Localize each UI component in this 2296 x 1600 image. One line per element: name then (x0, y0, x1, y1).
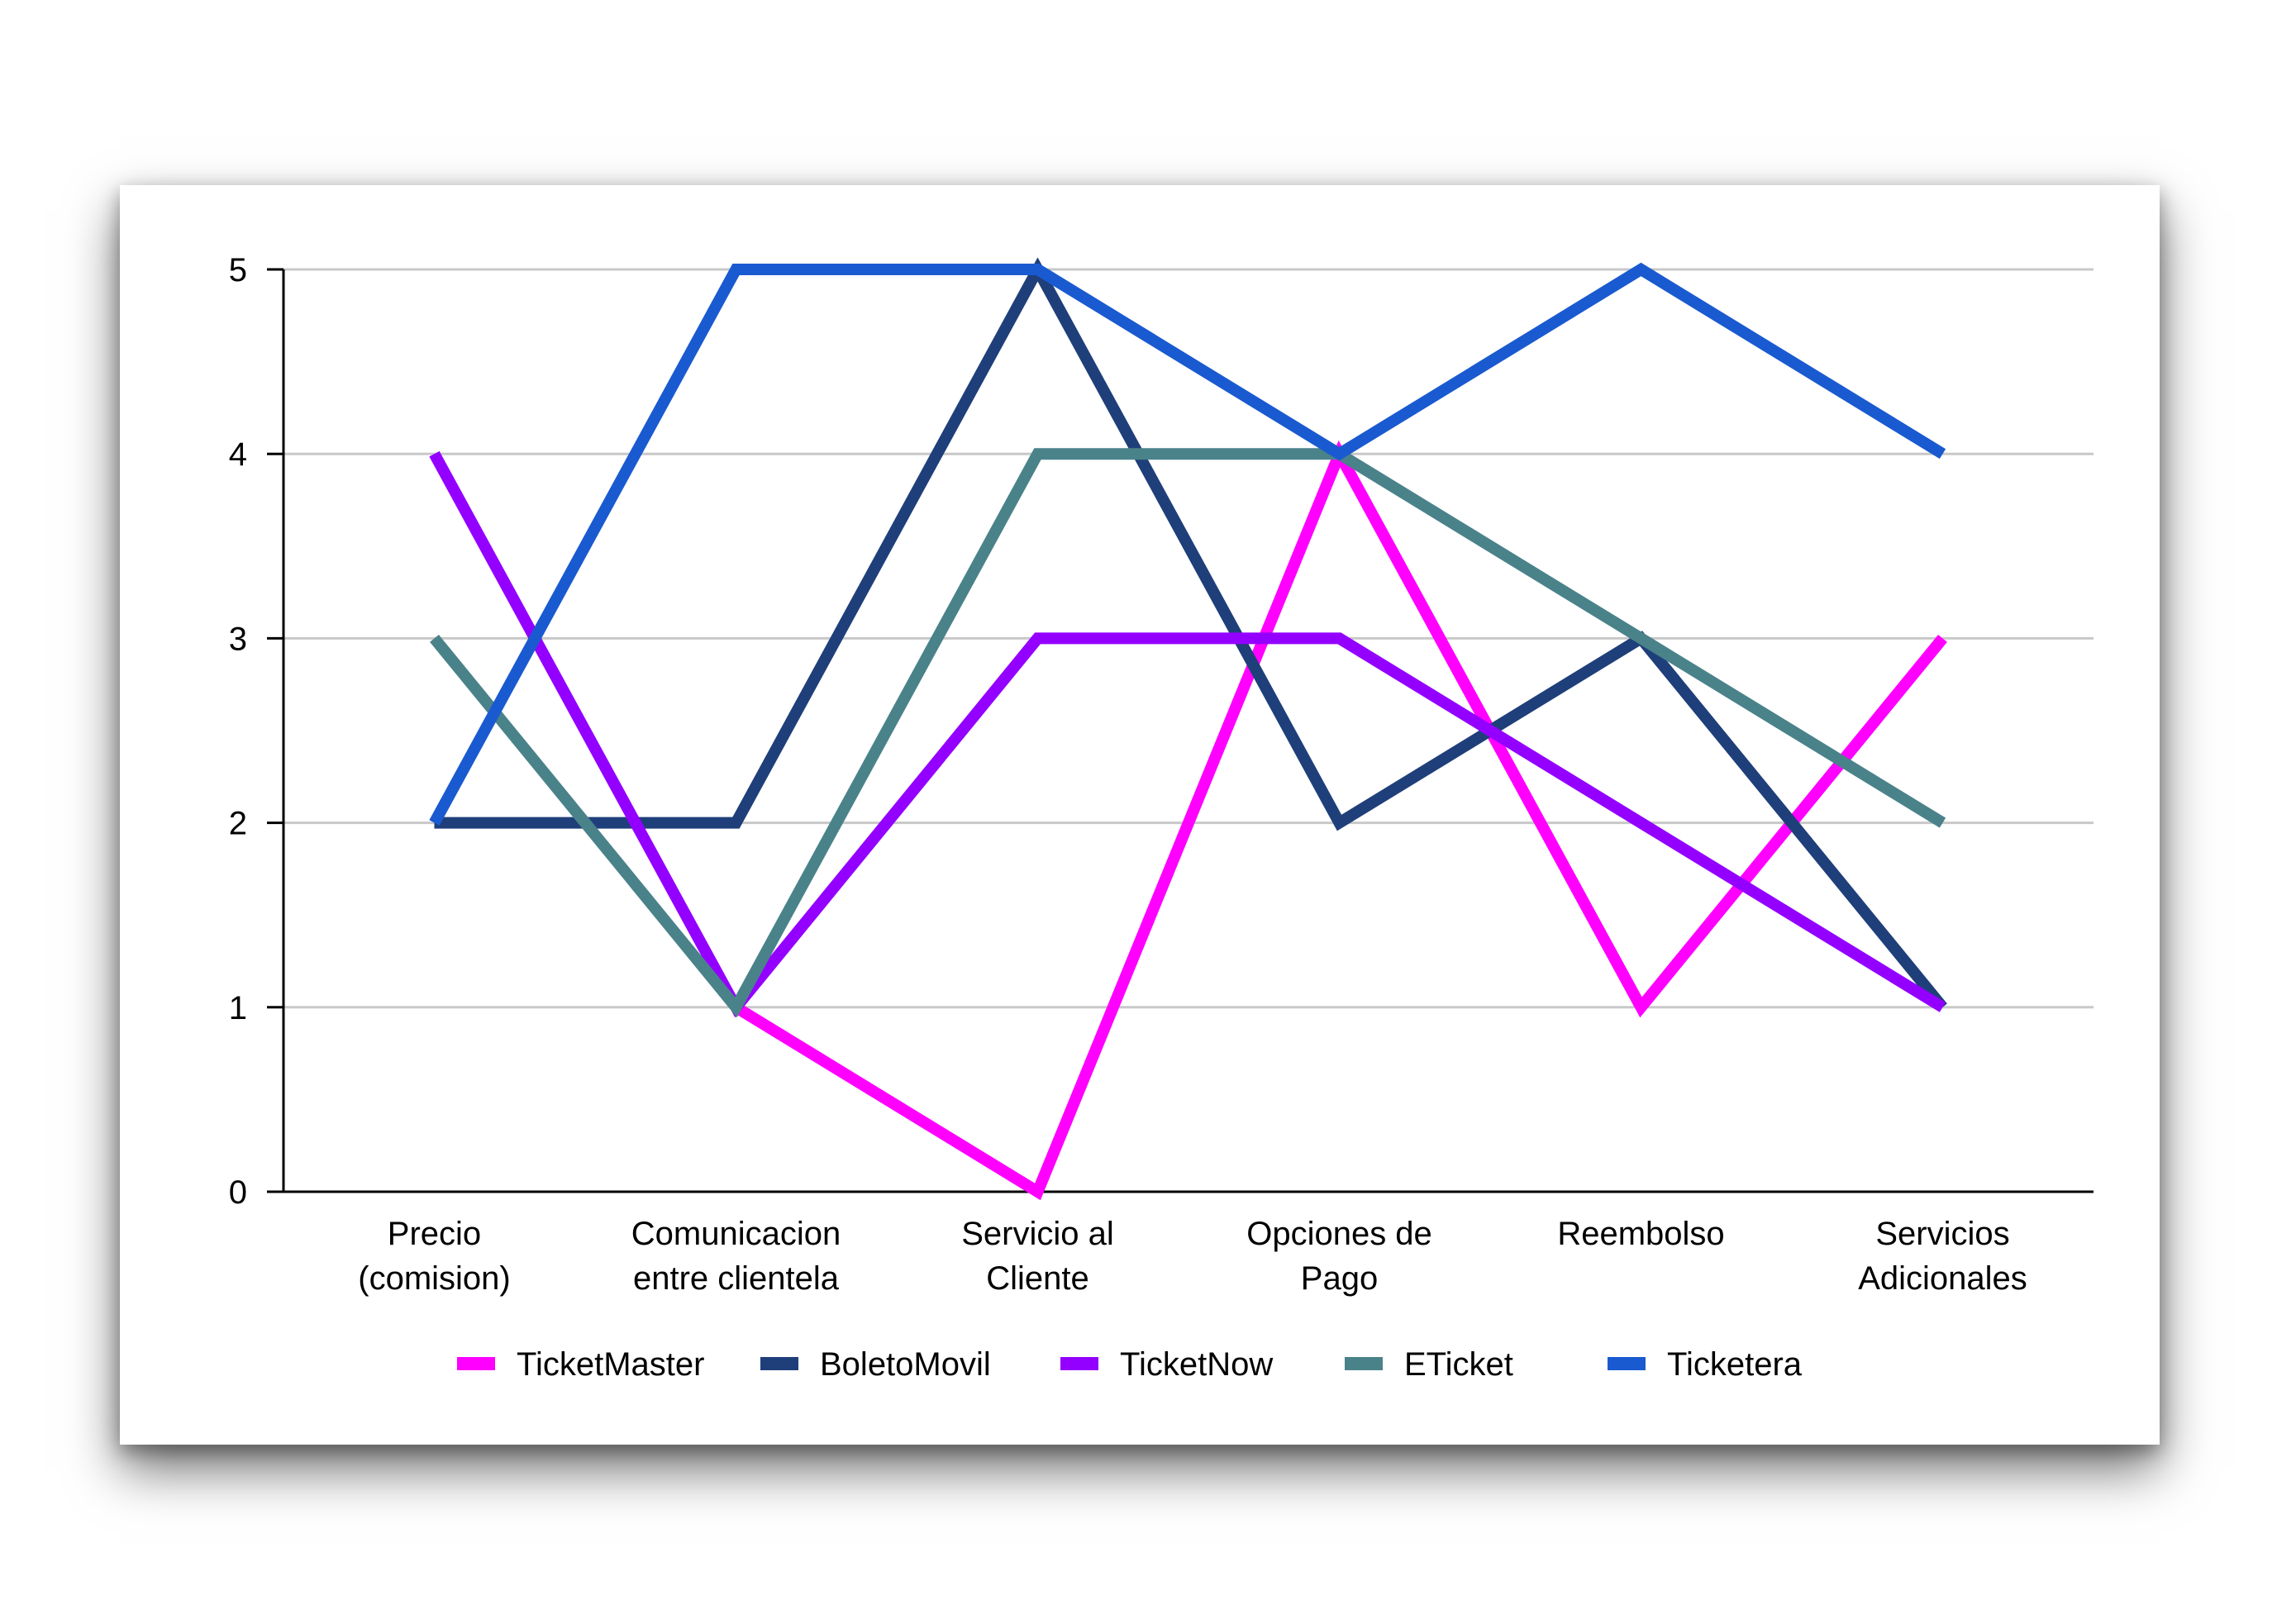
legend-swatch-boletomovil (760, 1357, 798, 1370)
legend-label-ticketera: Ticketera (1667, 1346, 1803, 1383)
series-line-ticketera (429, 262, 1946, 826)
legend-label-ticketnow: TicketNow (1120, 1346, 1273, 1383)
legend-swatch-ticketmaster (457, 1357, 495, 1370)
axes (267, 268, 2094, 1193)
series-line-eticket (430, 448, 1946, 1018)
y-tick-label: 0 (229, 1174, 247, 1211)
line-chart: 0 1 2 3 4 5 Precio (comision) Comunicacion entre … (229, 252, 2094, 1383)
y-tick-label: 4 (229, 436, 247, 473)
x-category-label: Reembolso (1557, 1216, 1724, 1252)
legend-label-boletomovil: BoletoMovil (820, 1346, 991, 1383)
legend: TicketMaster BoletoMovil TicketNow ETicket T… (457, 1346, 1803, 1383)
x-category-label: Precio (388, 1216, 481, 1252)
x-category-label: Adicionales (1858, 1260, 2027, 1297)
y-tick-label: 2 (229, 806, 247, 842)
series-lines (429, 257, 1947, 1201)
chart-card: 0 1 2 3 4 5 Precio (comision) Comunicacion entre … (120, 185, 2160, 1445)
legend-swatch-ticketnow (1060, 1357, 1098, 1370)
y-tick-label: 1 (229, 990, 247, 1026)
x-category-label: entre clientela (633, 1260, 840, 1297)
y-tick-label: 5 (229, 252, 247, 288)
x-category-label: Opciones de (1246, 1216, 1432, 1252)
x-category-label: Pago (1301, 1260, 1378, 1297)
series-line-ticketnow (429, 450, 1946, 1018)
x-category-label: Servicio al (961, 1216, 1114, 1252)
x-category-label: (comision) (358, 1260, 510, 1297)
series-line-boletomovil (434, 257, 1947, 1012)
x-category-label: Servicios (1875, 1216, 2009, 1252)
legend-label-ticketmaster: TicketMaster (517, 1346, 704, 1383)
legend-label-eticket: ETicket (1404, 1346, 1513, 1383)
legend-swatch-ticketera (1608, 1357, 1646, 1370)
y-tick-label: 3 (229, 621, 247, 657)
x-category-label: Cliente (986, 1260, 1089, 1297)
axis-labels: 0 1 2 3 4 5 Precio (comision) Comunicacion entre … (229, 252, 2027, 1297)
x-category-label: Comunicacion (631, 1216, 841, 1252)
legend-swatch-eticket (1345, 1357, 1383, 1370)
